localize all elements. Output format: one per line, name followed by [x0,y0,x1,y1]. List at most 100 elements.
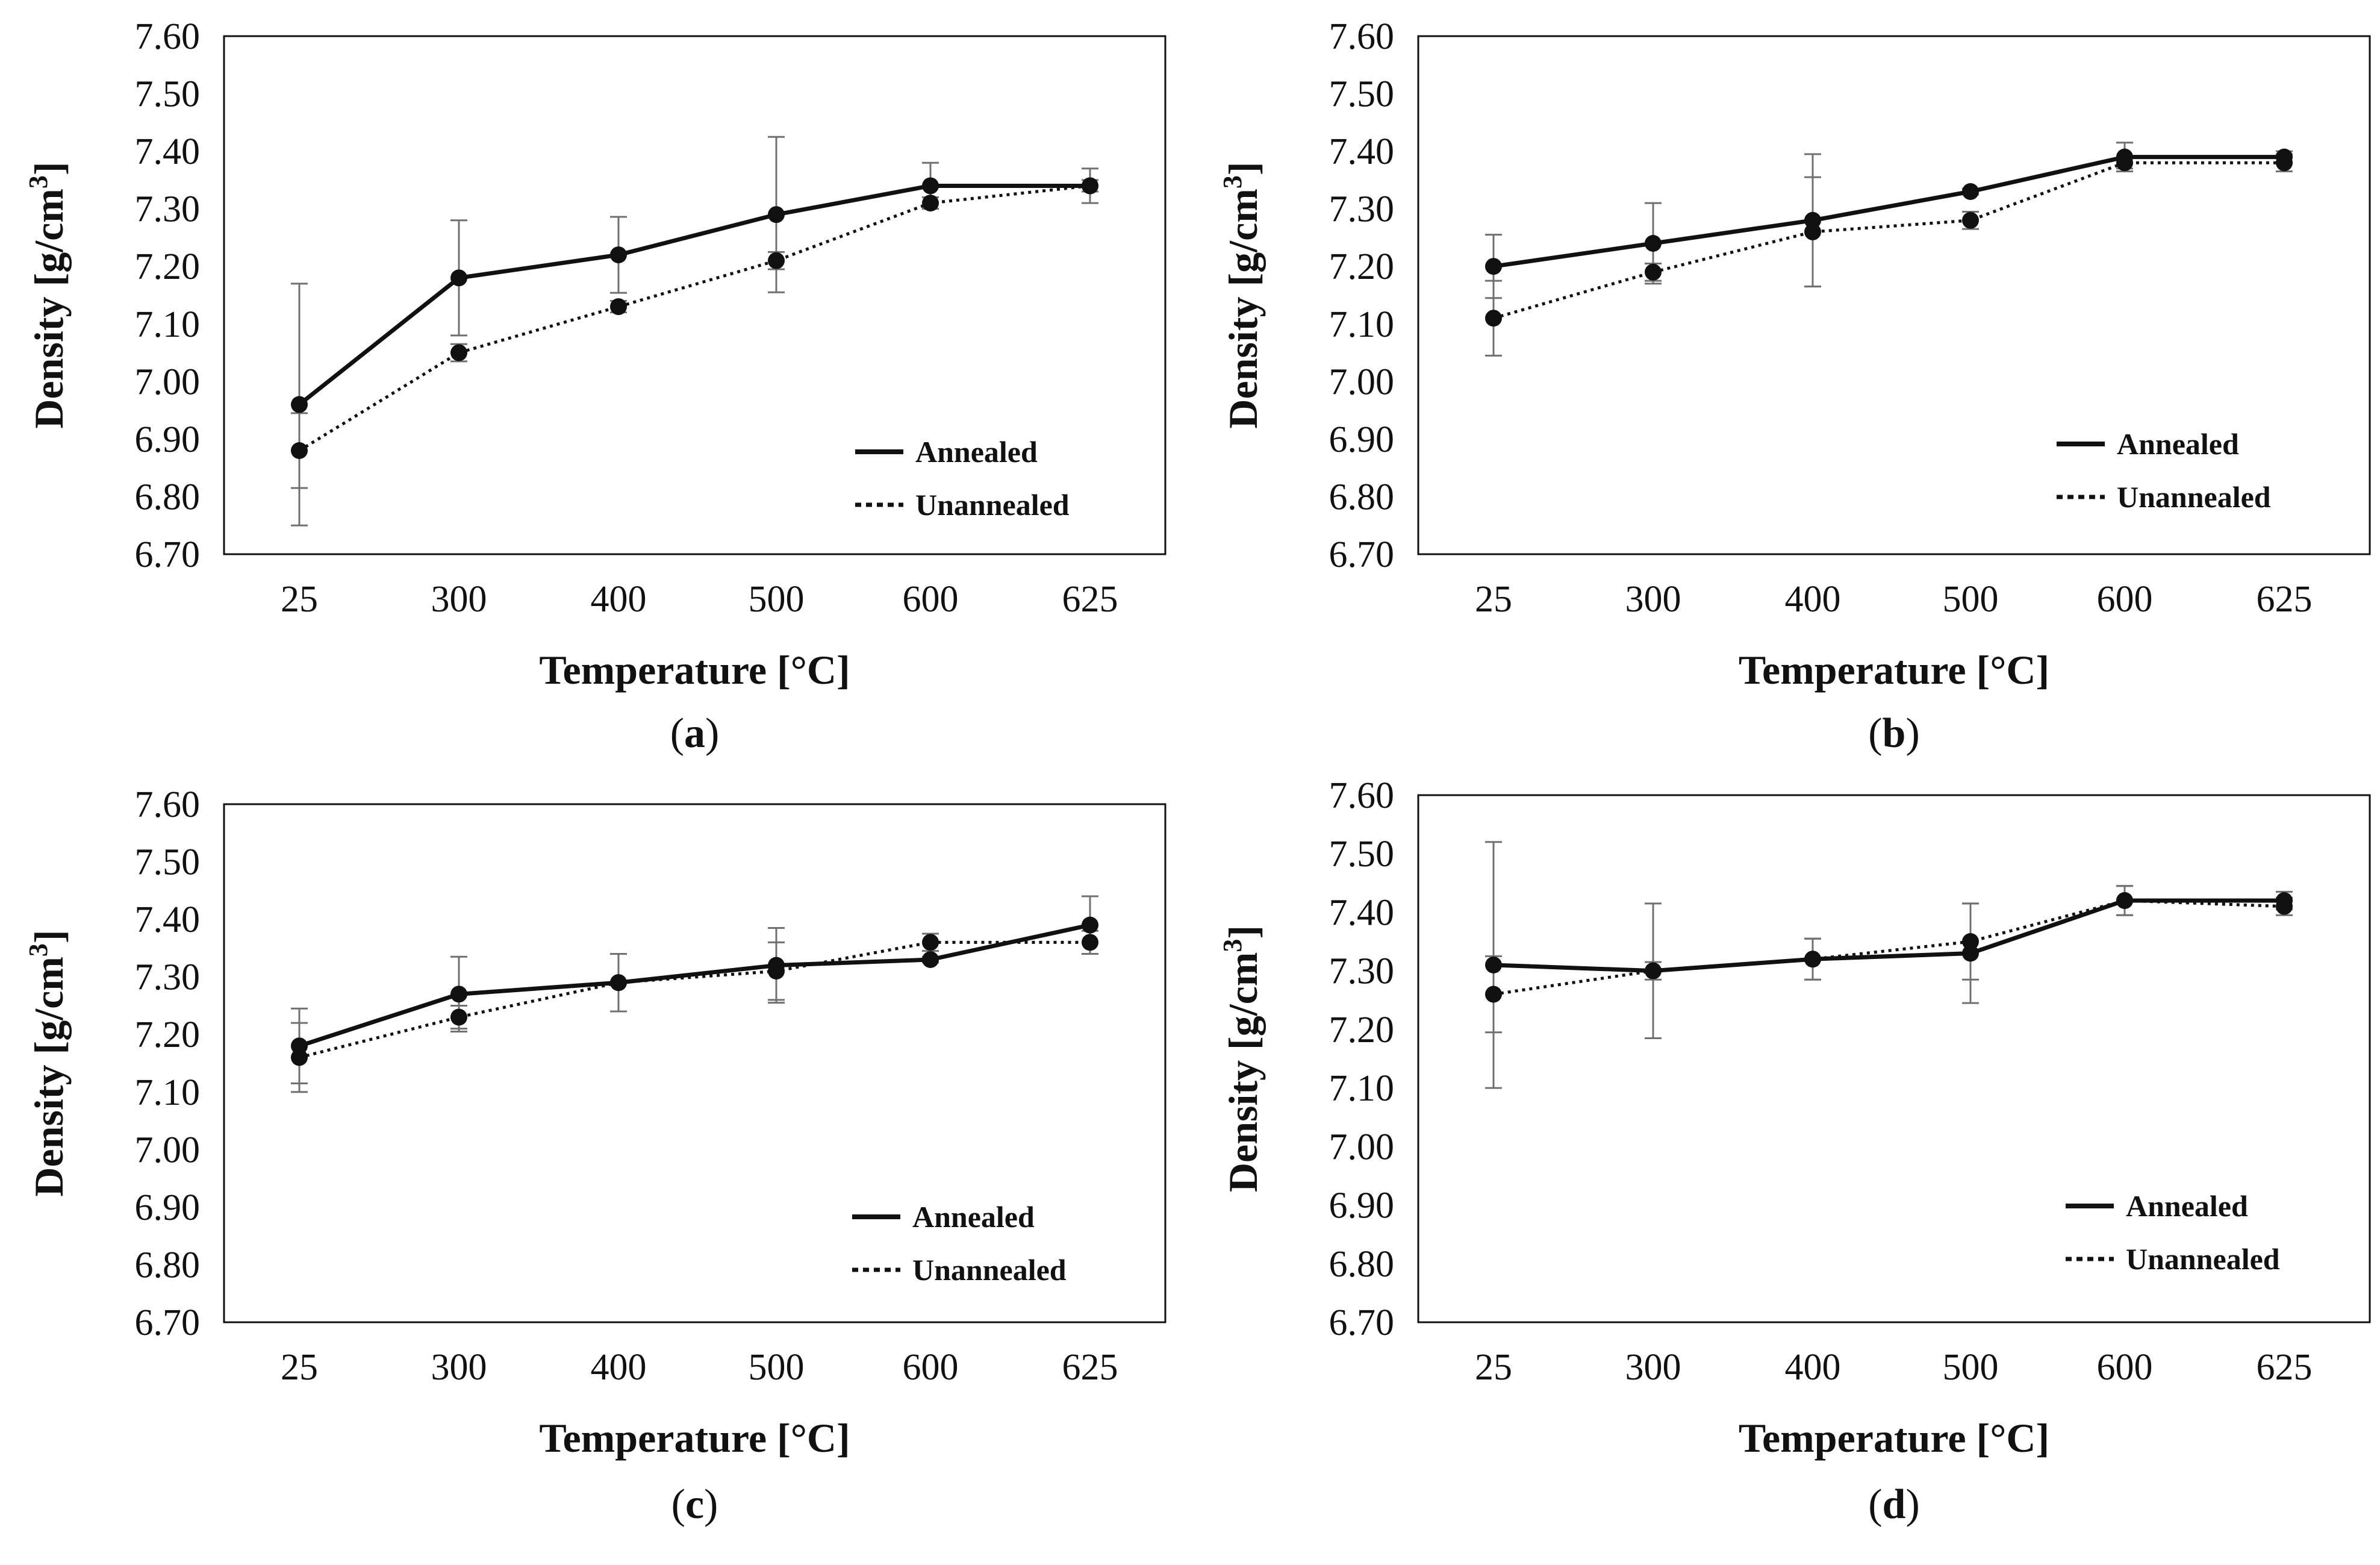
plot-area-frame [1417,794,2371,1323]
y-axis-title-superscript: 3 [23,943,53,957]
legend-label-annealed: Annealed [2117,427,2239,461]
data-point-annealed [1485,956,1502,973]
y-axis-title-close: ] [26,929,72,943]
data-point-annealed [610,246,627,264]
legend-label-annealed: Annealed [2126,1189,2248,1223]
x-tick-label: 25 [281,579,318,620]
y-axis-title-close: ] [1220,925,1266,939]
panel-label-open: ( [670,710,684,757]
data-point-annealed [922,177,939,195]
plot-area-frame [1417,35,2371,555]
data-point-unannealed [291,442,308,459]
y-tick-label: 7.20 [135,1014,201,1055]
y-tick-label: 7.60 [1329,16,1395,57]
panel-label-close: ) [1905,1481,1919,1528]
y-tick-label: 7.50 [1329,834,1395,875]
y-tick-label: 7.60 [135,784,201,825]
panel-label-letter: a [684,710,705,757]
y-tick-label: 7.50 [1329,74,1395,115]
y-tick-label: 7.40 [135,899,201,940]
y-tick-label: 7.20 [135,246,201,287]
data-point-unannealed [922,934,939,951]
data-point-unannealed [450,344,467,361]
y-tick-label: 7.50 [135,74,201,115]
chart-panel-d: 7.60 7.50 7.40 7.30 7.20 7.10 7.00 6.90 6.80 6.70… [1218,775,2371,1528]
y-axis-title-superscript: 3 [23,175,53,189]
chart-panel-c: 7.60 7.50 7.40 7.30 7.20 7.10 7.00 6.90 6.80 6.70… [23,784,1167,1528]
x-tick-label: 625 [1062,1347,1118,1388]
y-tick-label: 7.00 [135,1129,201,1170]
y-axis-title-close: ] [1220,161,1266,175]
y-tick-label: 7.10 [135,304,201,345]
y-axis-title: Density [g/cm3] [23,929,72,1196]
x-tick-label: 500 [1943,1347,1999,1388]
y-tick-label: 7.20 [1329,1010,1395,1051]
legend-label-unannealed: Unannealed [2126,1242,2280,1276]
data-point-unannealed [1804,223,1821,240]
data-point-unannealed [768,252,785,269]
y-tick-label: 6.80 [135,476,201,517]
y-tick-label: 7.00 [135,361,201,402]
x-tick-label: 400 [1785,579,1841,620]
y-axis-title-main: Density [g/cm [1220,952,1266,1192]
y-tick-label: 6.70 [135,534,201,575]
data-point-annealed [768,206,785,223]
y-tick-label: 7.60 [135,16,201,57]
x-tick-label: 500 [749,1347,805,1388]
data-point-unannealed [610,298,627,316]
data-point-annealed [922,951,939,968]
y-tick-label: 6.90 [1329,1185,1395,1226]
x-tick-label: 625 [2257,1347,2313,1388]
legend-label-annealed: Annealed [912,1200,1035,1234]
data-point-unannealed [2116,892,2133,909]
data-point-unannealed [1082,934,1098,951]
y-axis-title-main: Density [g/cm [26,189,72,428]
x-axis-title: Temperature [°C] [1739,1415,2049,1461]
chart-panel-b: 7.60 7.50 7.40 7.30 7.20 7.10 7.00 6.90 6.80 6.70… [1218,16,2371,757]
data-point-unannealed [1645,962,1662,979]
x-tick-label: 25 [1475,1347,1512,1388]
x-tick-label: 500 [749,579,805,620]
data-point-unannealed [768,963,785,980]
series-line-annealed [1493,898,2284,973]
panel-label-close: ) [704,1481,718,1528]
data-point-unannealed [610,974,627,992]
panel-label: (b) [1868,710,1920,757]
panel-label-letter: b [1883,710,1906,757]
series-line-unannealed [299,940,1090,1059]
data-point-unannealed [291,1049,308,1066]
x-tick-label: 500 [1943,579,1999,620]
y-tick-label: 7.00 [1329,361,1395,402]
plot-area-frame [223,803,1167,1323]
panel-label-letter: c [685,1481,704,1528]
y-tick-label: 6.90 [135,419,201,460]
y-tick-label: 6.70 [1329,1302,1395,1343]
x-axis-title: Temperature [°C] [1739,647,2049,693]
legend-label-unannealed: Unannealed [912,1253,1067,1287]
x-tick-label: 400 [591,1347,647,1388]
panel-label-open: ( [671,1481,685,1528]
x-tick-label: 600 [903,579,959,620]
y-tick-label: 7.20 [1329,246,1395,287]
y-tick-label: 7.40 [135,131,201,172]
data-point-unannealed [1804,951,1821,968]
y-tick-label: 7.40 [1329,131,1395,172]
data-point-unannealed [1485,986,1502,1003]
y-tick-label: 7.30 [1329,189,1395,230]
series-line-unannealed [1493,899,2285,996]
data-point-unannealed [450,1008,467,1026]
data-point-annealed [450,269,467,287]
y-tick-label: 6.90 [1329,419,1395,460]
data-point-unannealed [2276,898,2293,915]
y-axis-title: Density [g/cm3] [23,161,72,428]
data-point-annealed [1962,945,1979,962]
y-tick-label: 7.10 [1329,304,1395,345]
data-point-unannealed [2116,154,2133,172]
series-line-annealed [1493,155,2284,269]
data-point-unannealed [1082,177,1098,195]
data-point-annealed [1645,235,1662,252]
x-tick-label: 300 [1625,579,1681,620]
legend-label-unannealed: Unannealed [915,488,1070,522]
data-point-annealed [1082,916,1098,934]
chart-panel-a: 7.60 7.50 7.40 7.30 7.20 7.10 7.00 6.90 6.80 6.70… [23,16,1167,757]
